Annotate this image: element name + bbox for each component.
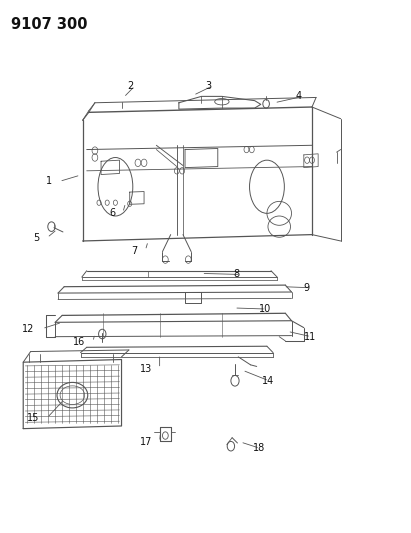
Text: 13: 13 (140, 364, 152, 374)
Text: 8: 8 (233, 270, 240, 279)
Text: 18: 18 (253, 443, 265, 453)
Text: 4: 4 (296, 91, 302, 101)
Text: 2: 2 (128, 81, 134, 91)
Text: 9: 9 (304, 283, 310, 293)
Text: 7: 7 (132, 246, 138, 255)
Text: 10: 10 (259, 304, 271, 314)
Text: 14: 14 (262, 376, 274, 386)
Text: 9107 300: 9107 300 (11, 17, 88, 31)
Text: 12: 12 (22, 324, 35, 334)
Text: 1: 1 (46, 176, 52, 187)
Text: 15: 15 (27, 413, 39, 423)
Text: 16: 16 (73, 337, 85, 347)
Text: 17: 17 (140, 437, 152, 447)
Text: 11: 11 (304, 332, 316, 342)
Text: 3: 3 (206, 81, 212, 91)
Text: 6: 6 (109, 208, 115, 218)
Text: 5: 5 (33, 233, 39, 243)
